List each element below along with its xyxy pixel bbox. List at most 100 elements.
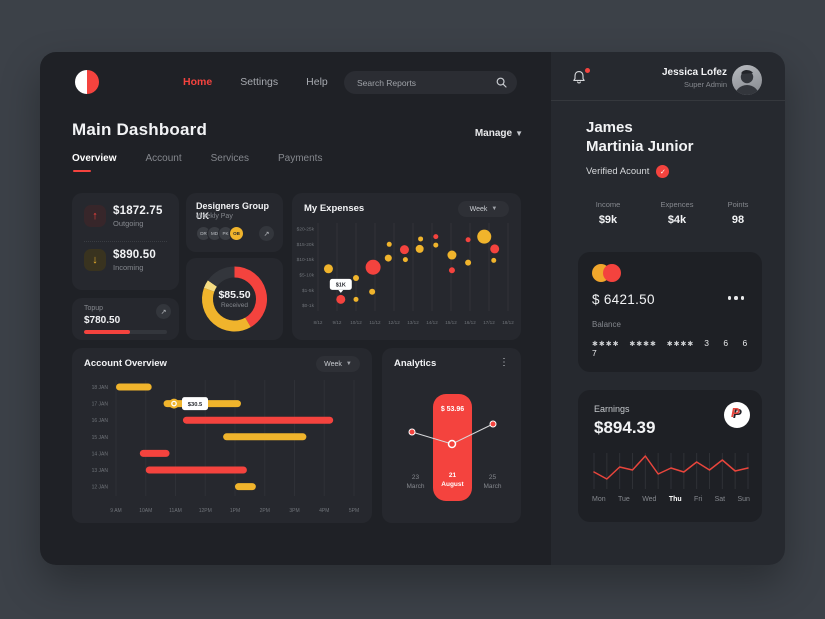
svg-text:16/12: 16/12	[464, 320, 476, 325]
points-stat: Points 98	[727, 200, 749, 226]
svg-text:$30.5: $30.5	[188, 402, 203, 408]
kebab-menu-icon[interactable]: ⋮	[499, 357, 509, 368]
svg-text:17/12: 17/12	[483, 320, 495, 325]
analytics-value: $ 53.96	[440, 406, 465, 413]
day-label-mon[interactable]: Mon	[592, 496, 606, 503]
svg-text:$1-5k: $1-5k	[302, 288, 315, 294]
svg-text:$10-15k: $10-15k	[297, 257, 315, 263]
manage-dropdown[interactable]: Manage ▼	[474, 128, 523, 139]
svg-text:$15-20k: $15-20k	[297, 242, 315, 248]
svg-text:$20-25k: $20-25k	[297, 227, 315, 233]
topup-amount: $780.50	[84, 315, 121, 326]
topup-open-button[interactable]: ↗	[156, 304, 171, 319]
profile-section: Jessica Lofez Super Admin James Martinia…	[551, 52, 785, 565]
balance-card: $ 6421.50 Balance ✱✱✱✱ ✱✱✱✱ ✱✱✱✱ 3 6 6 7	[578, 252, 762, 372]
svg-text:3PM: 3PM	[289, 508, 299, 514]
topup-progress	[84, 330, 167, 334]
svg-text:2PM: 2PM	[260, 508, 270, 514]
user-name: Jessica Lofez	[661, 67, 727, 78]
donut-center: $85.50 Received	[186, 258, 283, 340]
avatar-silhouette	[735, 70, 759, 95]
bell-icon	[573, 71, 585, 84]
tab-services[interactable]: Services	[210, 153, 249, 164]
divider	[84, 241, 167, 242]
received-label: Received	[220, 302, 249, 309]
day-label-tue[interactable]: Tue	[618, 496, 630, 503]
nav-item-home[interactable]: Home	[183, 76, 213, 88]
analytics-right-date: 25 March	[483, 474, 502, 490]
day-label-sun[interactable]: Sun	[737, 496, 750, 503]
svg-text:9/12: 9/12	[333, 320, 342, 325]
team-card: Designers Group UK Weekly Pay DR MD PK OB ↗	[186, 193, 283, 252]
expenses-range-dropdown[interactable]: Week ▼	[458, 201, 509, 217]
mastercard-icon	[592, 264, 624, 282]
tab-account[interactable]: Account	[145, 153, 182, 164]
arrow-up-icon: ↑	[84, 205, 106, 227]
analytics-title: Analytics	[394, 358, 437, 369]
received-amount: $85.50	[218, 289, 251, 301]
user-avatar[interactable]	[732, 65, 762, 95]
team-title: Designers Group UK	[196, 201, 270, 221]
team-open-button[interactable]: ↗	[259, 226, 274, 241]
search-input[interactable]	[357, 77, 496, 88]
svg-text:$0-1k: $0-1k	[302, 303, 315, 309]
svg-text:10AM: 10AM	[139, 508, 152, 514]
svg-text:10/12: 10/12	[350, 320, 362, 325]
arrow-up-right-icon: ↗	[160, 308, 167, 316]
topup-label: Topup	[84, 305, 104, 312]
analytics-highlight-bar: $ 53.96 21 August	[433, 394, 472, 501]
expenses-card: My Expenses Week ▼ 8/12 9/12 10/12 11/12 12/1…	[292, 193, 521, 340]
svg-text:16 JAN: 16 JAN	[92, 418, 109, 424]
svg-text:$1K: $1K	[336, 283, 346, 289]
received-donut-card: $85.50 Received	[186, 258, 283, 340]
earnings-day-labels: Mon Tue Wed Thu Fri Sat Sun	[592, 496, 750, 503]
balance-amount: $ 6421.50	[592, 292, 655, 307]
user-role: Super Admin	[684, 80, 727, 89]
svg-text:4PM: 4PM	[319, 508, 329, 514]
tab-payments[interactable]: Payments	[277, 153, 323, 164]
section-tabs: Overview Account Services Payments	[72, 153, 322, 172]
outgoing-amount: $1872.75	[113, 205, 163, 217]
income-stat: Income $9k	[595, 200, 621, 226]
account-overview-card: Account Overview Week ▼ 9 AM 10AM 11AM 12PM 1…	[72, 348, 372, 523]
nav-item-help[interactable]: Help	[306, 76, 328, 88]
card-options-button[interactable]	[727, 296, 744, 300]
expenses-title: My Expenses	[304, 203, 365, 214]
received-donut-chart	[202, 266, 267, 332]
svg-text:12/12: 12/12	[388, 320, 400, 325]
svg-text:11AM: 11AM	[169, 508, 182, 514]
top-nav: Home Settings Help	[183, 76, 328, 88]
svg-text:14/12: 14/12	[426, 320, 438, 325]
outgoing-label: Outgoing	[113, 219, 144, 228]
svg-text:9 AM: 9 AM	[110, 508, 121, 514]
account-holder-name: James Martinia Junior	[586, 119, 694, 155]
svg-text:13/12: 13/12	[407, 320, 419, 325]
incoming-amount: $890.50	[113, 249, 156, 261]
day-label-thu[interactable]: Thu	[668, 496, 682, 503]
day-label-fri[interactable]: Fri	[694, 496, 703, 503]
team-avatars: DR MD PK OB	[196, 226, 244, 241]
page-title: Main Dashboard	[72, 120, 208, 139]
chevron-down-icon: ▼	[345, 361, 352, 367]
account-overview-title: Account Overview	[84, 358, 167, 369]
svg-text:12 JAN: 12 JAN	[92, 485, 109, 491]
nav-item-settings[interactable]: Settings	[240, 76, 279, 88]
current-user[interactable]: Jessica Lofez Super Admin	[662, 67, 727, 89]
account-overview-gantt-chart: 9 AM 10AM 11AM 12PM 1PM 2PM 3PM 4PM 5PM 18 JAN 17 …	[92, 380, 359, 514]
day-label-wed[interactable]: Wed	[642, 496, 657, 503]
divider	[551, 100, 785, 101]
day-label-sat[interactable]: Sat	[714, 496, 726, 503]
search-bar[interactable]	[344, 71, 517, 94]
incoming-label: Incoming	[113, 263, 144, 272]
notifications-button[interactable]	[570, 68, 590, 89]
notification-dot	[585, 68, 590, 73]
member-avatar-ob[interactable]: OB	[229, 226, 244, 241]
card-number: ✱✱✱✱ ✱✱✱✱ ✱✱✱✱ 3 6 6 7	[592, 338, 750, 358]
overview-range-dropdown[interactable]: Week ▼	[316, 356, 360, 372]
analytics-highlight-date: 21 August	[441, 472, 464, 488]
svg-text:13 JAN: 13 JAN	[92, 468, 109, 474]
tab-overview[interactable]: Overview	[72, 153, 116, 172]
svg-text:5PM: 5PM	[349, 508, 359, 514]
